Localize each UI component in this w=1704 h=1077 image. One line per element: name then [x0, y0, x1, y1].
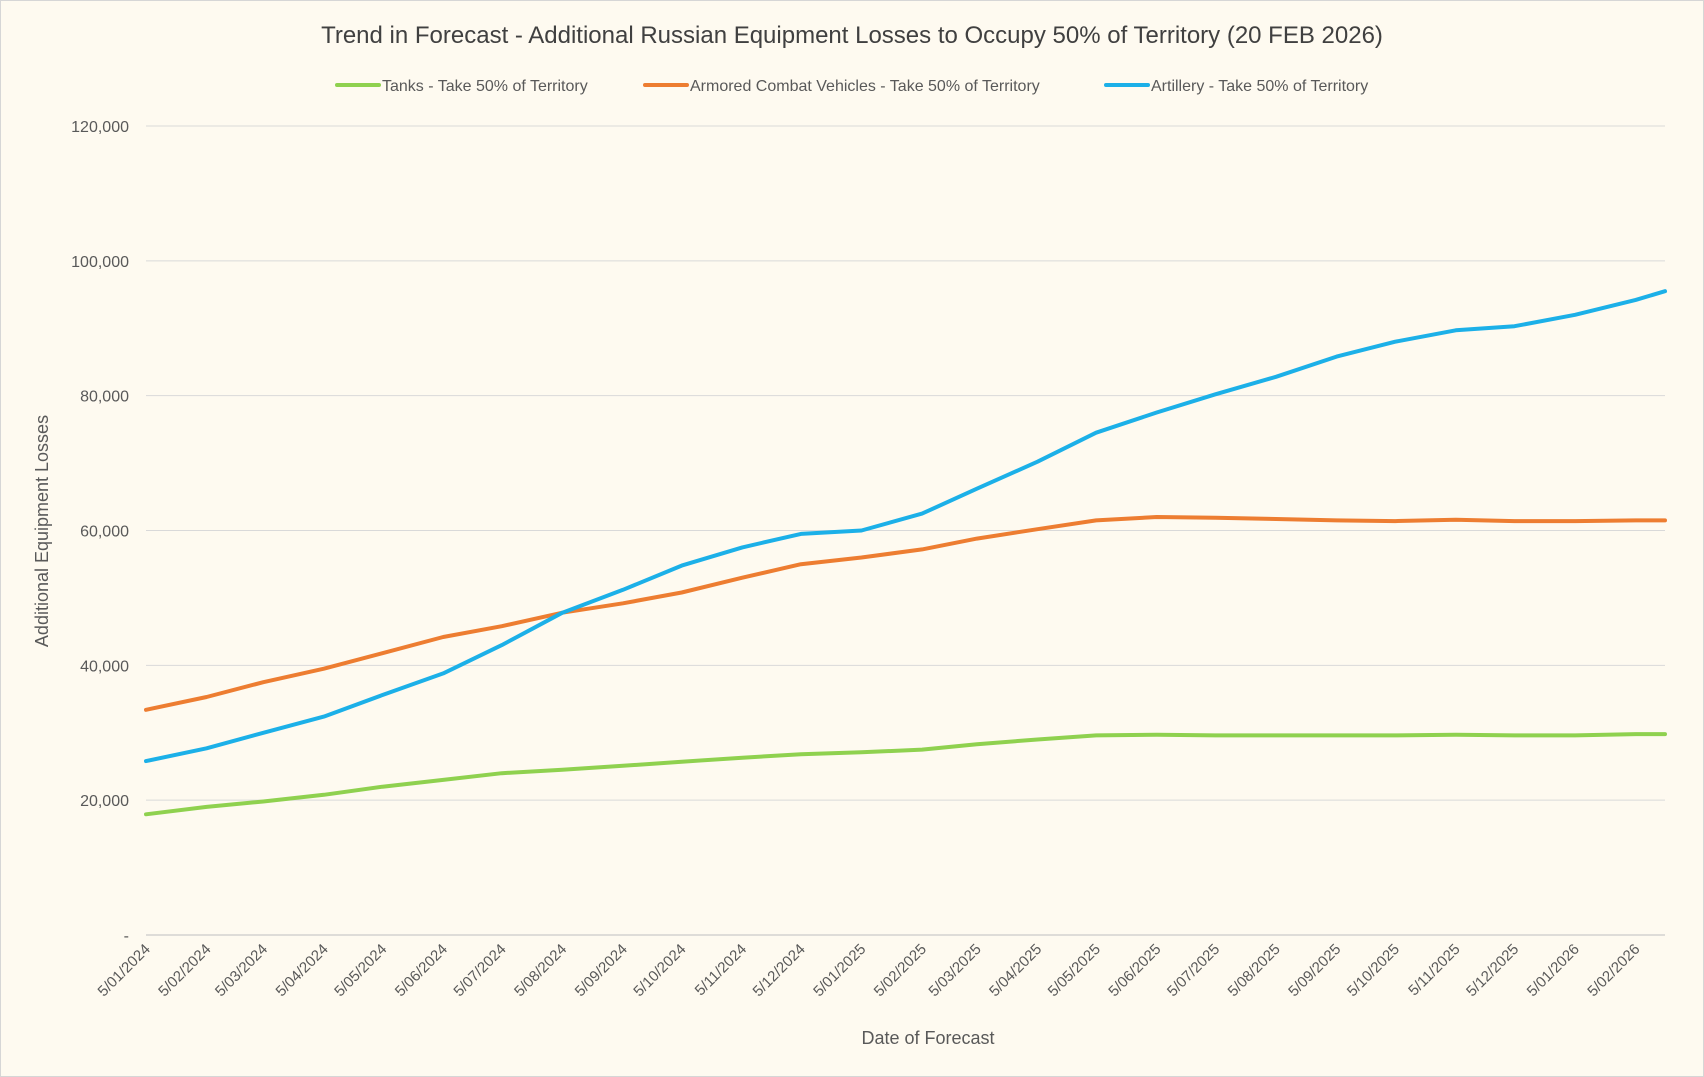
gridlines	[146, 125, 1665, 936]
x-tick-label: 5/04/2024	[273, 941, 332, 1000]
x-tick-label: 5/01/2024	[95, 941, 154, 1000]
x-tick-label: 5/11/2024	[692, 941, 750, 999]
x-tick-label: 5/02/2026	[1584, 941, 1643, 1000]
x-tick-label: 5/02/2024	[155, 941, 214, 1000]
y-tick-label: 100,000	[71, 254, 129, 271]
chart-title: Trend in Forecast - Additional Russian E…	[321, 22, 1383, 49]
y-tick-label: 120,000	[71, 119, 129, 136]
x-tick-label: 5/12/2024	[750, 941, 809, 1000]
y-tick-label: 20,000	[80, 793, 129, 810]
y-tick-label: -	[124, 928, 129, 945]
series-line-1	[144, 732, 1667, 817]
x-axis-title: Date of Forecast	[861, 1028, 994, 1048]
series-lines	[144, 289, 1667, 817]
x-tick-label: 5/06/2024	[392, 941, 451, 1000]
legend-label-1: Tanks - Take 50% of Territory	[382, 78, 588, 95]
y-tick-label: 80,000	[80, 389, 129, 406]
x-tick-label: 5/01/2026	[1524, 941, 1583, 1000]
y-tick-label: 40,000	[80, 658, 129, 675]
x-tick-label: 5/10/2025	[1344, 941, 1403, 1000]
x-tick-label: 5/10/2024	[630, 941, 689, 1000]
x-tick-label: 5/03/2025	[925, 941, 984, 1000]
x-tick-label: 5/08/2025	[1225, 941, 1284, 1000]
x-tick-label: 5/08/2024	[511, 941, 570, 1000]
x-tick-label: 5/09/2024	[572, 941, 631, 1000]
x-tick-label: 5/12/2025	[1463, 941, 1522, 1000]
y-tick-label: 60,000	[80, 524, 129, 541]
legend-label-3: Artillery - Take 50% of Territory	[1151, 78, 1368, 95]
series-line-2	[144, 515, 1667, 712]
legend: Tanks - Take 50% of Territory Armored Com…	[335, 78, 1368, 95]
x-tick-label: 5/01/2025	[810, 941, 869, 1000]
series-line-3	[144, 289, 1667, 764]
x-tick-label: 5/03/2024	[212, 941, 271, 1000]
x-tick-label: 5/11/2025	[1405, 941, 1463, 999]
x-tick-label: 5/09/2025	[1285, 941, 1344, 1000]
x-tick-label: 5/06/2025	[1105, 941, 1164, 1000]
x-tick-label: 5/07/2025	[1164, 941, 1223, 1000]
x-tick-label: 5/05/2025	[1045, 941, 1104, 1000]
x-tick-label: 5/07/2024	[450, 941, 509, 1000]
legend-label-2: Armored Combat Vehicles - Take 50% of Te…	[690, 78, 1040, 95]
x-tick-label: 5/05/2024	[331, 941, 390, 1000]
x-tick-label: 5/02/2025	[871, 941, 930, 1000]
x-tick-label: 5/04/2025	[986, 941, 1045, 1000]
y-axis-ticks: - 20,000 40,000 60,000 80,000 100,000 120,000	[71, 119, 129, 945]
y-axis-title: Additional Equipment Losses	[32, 415, 52, 647]
